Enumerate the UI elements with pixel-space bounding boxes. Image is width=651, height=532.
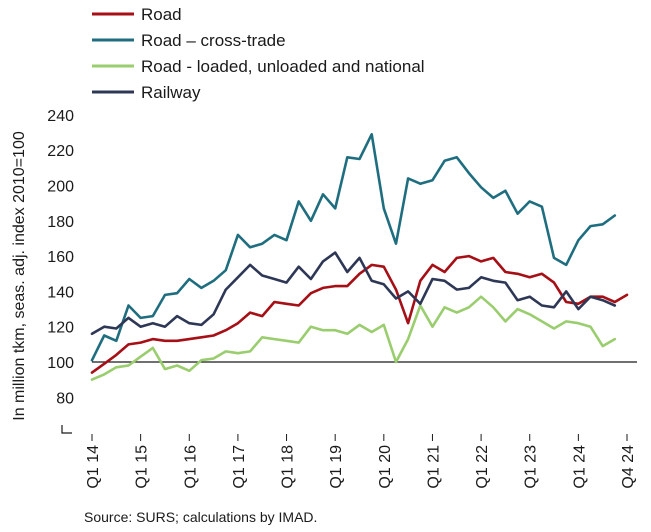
y-tick-label: 200 xyxy=(47,179,74,196)
legend-label: Road - loaded, unloaded and national xyxy=(141,57,425,76)
legend-label: Railway xyxy=(141,83,201,102)
x-tick-label: Q1 15 xyxy=(134,445,151,489)
x-tick-label: Q1 24 xyxy=(571,445,588,489)
x-tick-label: Q1 23 xyxy=(523,445,540,489)
legend-label: Road xyxy=(141,5,182,24)
y-axis-title: In million tkm, seas. adj. index 2010=10… xyxy=(11,131,28,421)
x-tick-label: Q1 19 xyxy=(328,445,345,489)
y-axis: 80 100 120 140 160 180 200 220 240 xyxy=(47,108,74,434)
x-tick-label: Q4 24 xyxy=(620,445,637,489)
y-tick-label: 180 xyxy=(47,214,74,231)
x-tick-label: Q1 16 xyxy=(182,445,199,489)
x-tick-label: Q1 18 xyxy=(280,445,297,489)
series-layer xyxy=(90,133,629,381)
y-tick-label: 240 xyxy=(47,108,74,125)
y-tick-label: 140 xyxy=(47,284,74,301)
x-tick-label: Q1 20 xyxy=(377,445,394,489)
series-line-4 xyxy=(90,251,617,336)
legend-label: Road – cross-trade xyxy=(141,31,286,50)
x-tick-label: Q1 21 xyxy=(425,445,442,489)
legend: Road Road – cross-trade Road - loaded, unl… xyxy=(92,5,425,102)
series-line-3 xyxy=(90,295,617,381)
series-line-2 xyxy=(90,133,617,362)
source-note: Source: SURS; calculations by IMAD. xyxy=(84,509,318,525)
y-tick-label: 80 xyxy=(56,390,74,407)
axis-break-mark xyxy=(61,425,72,434)
x-tick-label: Q1 14 xyxy=(85,445,102,489)
y-tick-label: 220 xyxy=(47,143,74,160)
x-tick-label: Q1 17 xyxy=(231,445,248,489)
x-tick-label: Q1 22 xyxy=(474,445,491,489)
y-tick-label: 100 xyxy=(47,355,74,372)
x-axis: Q1 14 Q1 15 Q1 16 Q1 17 Q1 18 Q1 19 Q1 20 Q1 21… xyxy=(85,434,637,489)
y-tick-label: 120 xyxy=(47,320,74,337)
y-tick-label: 160 xyxy=(47,249,74,266)
series-line-1 xyxy=(90,254,629,374)
